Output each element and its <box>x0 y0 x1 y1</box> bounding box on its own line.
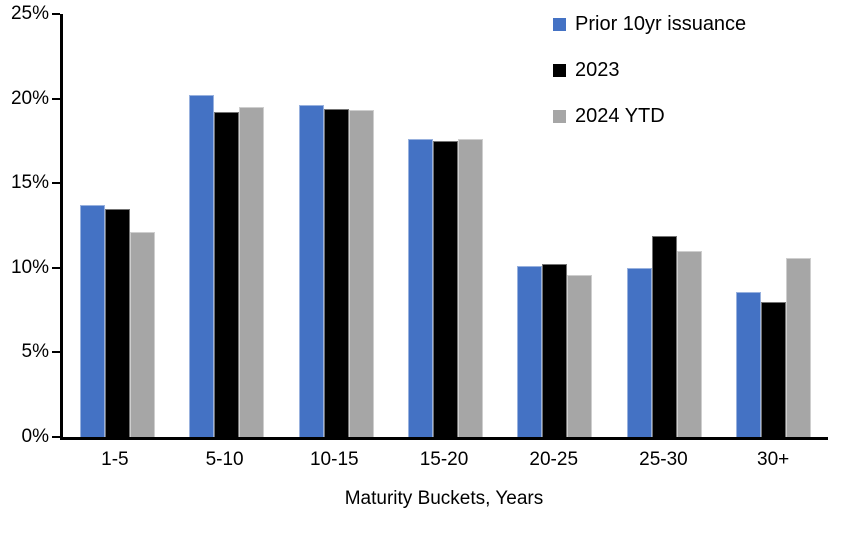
bar-2024-ytd-15-20 <box>457 139 483 437</box>
bar-group-25-30 <box>609 14 718 437</box>
bar-2023-5-10 <box>214 112 240 437</box>
bar-2024-ytd-30 <box>785 257 811 437</box>
x-axis-label-20-25: 20-25 <box>529 449 579 470</box>
bar-prior-10yr-issuance-5-10 <box>189 95 215 437</box>
bar-prior-10yr-issuance-25-30 <box>626 267 652 437</box>
bar-2023-1-5 <box>105 208 131 437</box>
bar-2024-ytd-10-15 <box>348 110 374 437</box>
bar-2023-20-25 <box>542 264 568 437</box>
bar-group-5-10 <box>172 14 281 437</box>
bar-2024-ytd-5-10 <box>239 107 265 437</box>
bar-2024-ytd-25-30 <box>676 250 702 437</box>
y-axis-tick-15 <box>52 182 60 185</box>
legend-item-2024-ytd: 2024 YTD <box>553 104 746 129</box>
bar-group-1-5 <box>63 14 172 437</box>
y-axis-tick-20 <box>52 97 60 100</box>
bar-2023-30 <box>760 301 786 437</box>
bar-groups <box>63 14 828 437</box>
bar-2024-ytd-1-5 <box>130 232 156 437</box>
bar-2023-15-20 <box>432 140 458 437</box>
legend-label-prior-10yr-issuance: Prior 10yr issuance <box>575 13 747 35</box>
x-axis-label-1-5: 1-5 <box>101 449 129 470</box>
bar-prior-10yr-issuance-20-25 <box>517 266 543 437</box>
x-axis-label-15-20: 15-20 <box>419 449 469 470</box>
legend-item-prior-10yr-issuance: Prior 10yr issuance <box>553 12 746 37</box>
bar-group-10-15 <box>282 14 391 437</box>
plot-area: 0% 5% 10% 15% 20% 25% <box>11 3 828 447</box>
bar-group-20-25 <box>500 14 609 437</box>
y-axis-tick-10 <box>52 266 60 269</box>
y-axis-label-20: 20% <box>10 87 49 109</box>
legend-item-2023: 2023 <box>553 58 746 83</box>
legend-label-2024-ytd: 2024 YTD <box>575 105 665 127</box>
bar-2023-25-30 <box>651 235 677 437</box>
legend-swatch-2024-ytd <box>553 110 566 123</box>
y-axis-label-15: 15% <box>10 172 49 194</box>
y-axis-label-0: 0% <box>21 426 49 447</box>
bar-prior-10yr-issuance-15-20 <box>407 139 433 437</box>
x-axis-label-5-10: 5-10 <box>205 449 244 470</box>
y-axis-label-10: 10% <box>10 256 49 278</box>
y-axis-label-25: 25% <box>10 3 49 24</box>
bar-prior-10yr-issuance-1-5 <box>80 205 106 437</box>
y-axis-label-5: 5% <box>21 341 49 363</box>
x-axis-label-10-15: 10-15 <box>309 449 359 470</box>
legend-swatch-prior-10yr-issuance <box>553 18 566 31</box>
bar-2024-ytd-20-25 <box>567 274 593 437</box>
y-axis-tick-0 <box>52 436 60 438</box>
bar-prior-10yr-issuance-30 <box>735 291 761 437</box>
legend-swatch-2023 <box>553 64 566 77</box>
x-axis-labels: 1-5 5-10 10-15 15-20 20-25 25-30 30+ <box>60 449 828 471</box>
y-axis-tick-25 <box>52 13 60 15</box>
bar-2023-10-15 <box>323 108 349 437</box>
legend-label-2023: 2023 <box>575 59 620 81</box>
bar-prior-10yr-issuance-10-15 <box>298 105 324 437</box>
bar-group-30 <box>719 14 828 437</box>
x-axis-label-30: 30+ <box>757 449 790 470</box>
bar-group-15-20 <box>391 14 500 437</box>
x-axis-label-25-30: 25-30 <box>639 449 688 470</box>
y-axis-tick-5 <box>52 351 60 354</box>
legend: Prior 10yr issuance 2023 2024 YTD <box>553 12 746 150</box>
x-axis-title: Maturity Buckets, Years <box>344 488 544 509</box>
